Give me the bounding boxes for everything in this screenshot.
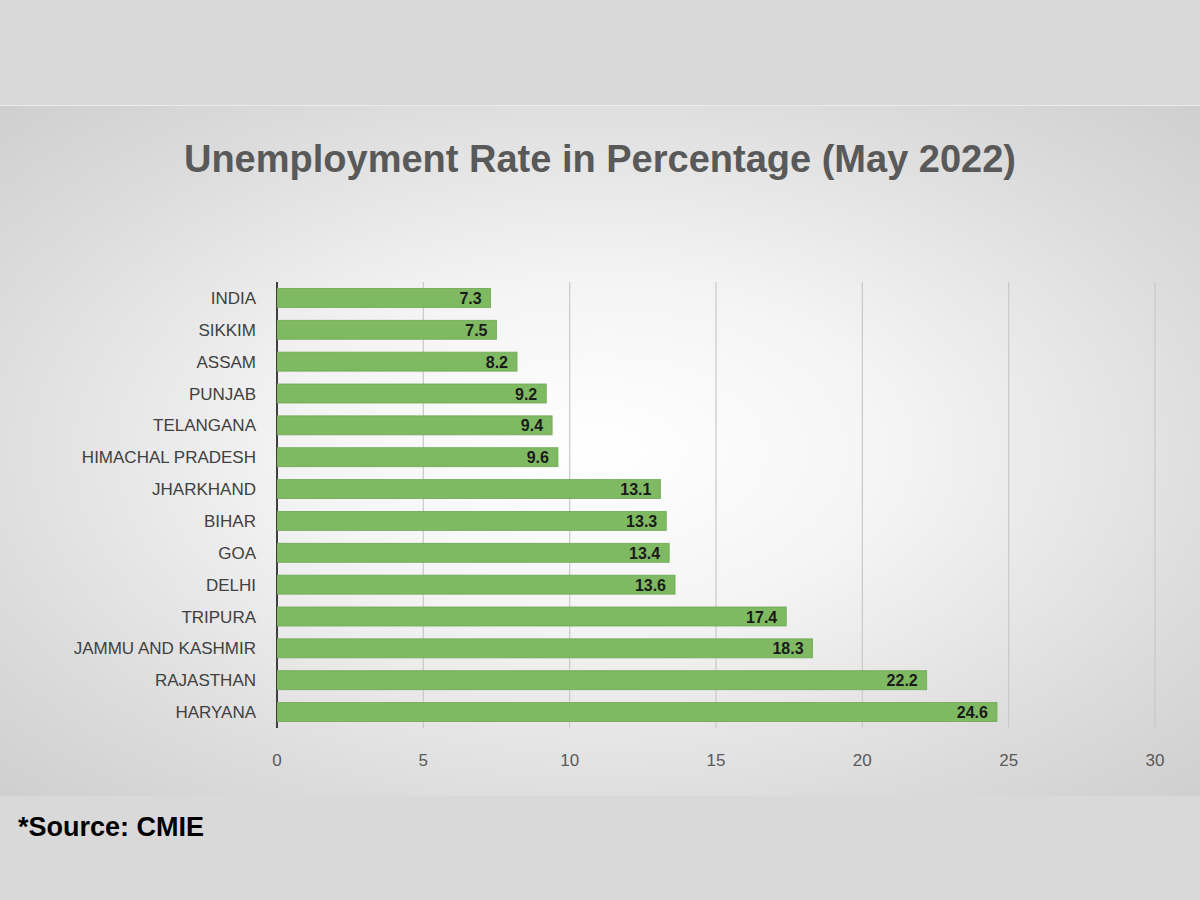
title: Unemployment Rate in Percentage (May 202…: [170, 130, 1030, 188]
bar: [277, 448, 558, 467]
tick-label: 10: [560, 751, 579, 770]
data-label: 24.6: [957, 704, 988, 721]
category-label: DELHI: [206, 576, 256, 595]
grid: [277, 282, 1155, 728]
data-label: 13.6: [635, 577, 666, 594]
category-label: ASSAM: [196, 353, 256, 372]
bar: [277, 288, 491, 307]
bar: [277, 607, 786, 626]
bar: [277, 416, 552, 435]
bar: [277, 703, 997, 722]
bar: [277, 511, 666, 530]
tick-label: 0: [272, 751, 281, 770]
bar: [277, 480, 660, 499]
data-label: 22.2: [887, 672, 918, 689]
bars: [277, 288, 997, 721]
category-label: TRIPURA: [181, 608, 256, 627]
grid-line: [715, 282, 716, 728]
data-label: 13.1: [620, 481, 651, 498]
data-label: 7.5: [465, 322, 487, 339]
grid-line: [1154, 282, 1155, 728]
data-label: 17.4: [746, 609, 777, 626]
data-label: 9.6: [527, 449, 549, 466]
data-label: 13.4: [629, 545, 660, 562]
source: *Source: CMIE: [18, 812, 204, 843]
grid-line: [423, 282, 424, 728]
bar: [277, 575, 675, 594]
grid-line: [862, 282, 863, 728]
category-label: HARYANA: [175, 703, 256, 722]
bar: [277, 384, 546, 403]
category-label: GOA: [218, 544, 256, 563]
tick-label: 5: [419, 751, 428, 770]
category-label: BIHAR: [204, 512, 256, 531]
category-label: SIKKIM: [198, 321, 256, 340]
grid-line: [276, 282, 277, 728]
category-label: RAJASTHAN: [155, 671, 256, 690]
data-label: 7.3: [459, 290, 481, 307]
category-label: HIMACHAL PRADESH: [82, 448, 256, 467]
data-labels: 7.3 7.5 8.2 9.2 9.4 9.6 13.1 13.3 13.4 13.6 17.4 18…: [459, 290, 988, 721]
data-label: 9.2: [515, 386, 537, 403]
category-label: JHARKHAND: [152, 480, 256, 499]
category-label: PUNJAB: [189, 385, 256, 404]
stage: Unemployment Rate in Percentage (May 202…: [0, 0, 1200, 900]
category-label: TELANGANA: [153, 416, 257, 435]
tick-label: 30: [1146, 751, 1165, 770]
bar: [277, 352, 517, 371]
bar: [277, 543, 669, 562]
bar: [277, 639, 813, 658]
data-label: 9.4: [521, 417, 543, 434]
category-label: INDIA: [211, 289, 257, 308]
tick-label: 25: [999, 751, 1018, 770]
tick-label: 15: [707, 751, 726, 770]
bar: [277, 320, 497, 339]
data-label: 8.2: [486, 354, 508, 371]
data-label: 18.3: [772, 640, 803, 657]
bar: [277, 671, 927, 690]
category-axis: [276, 282, 278, 728]
chart-svg: 0 5 10 15 20 25 30 7.3 7.5 8.2 9.2 9.4 9.6 13.1 13.3 13…: [0, 0, 1200, 900]
category-label: JAMMU AND KASHMIR: [74, 639, 256, 658]
data-label: 13.3: [626, 513, 657, 530]
grid-line: [569, 282, 570, 728]
tick-label: 20: [853, 751, 872, 770]
grid-line: [1008, 282, 1009, 728]
